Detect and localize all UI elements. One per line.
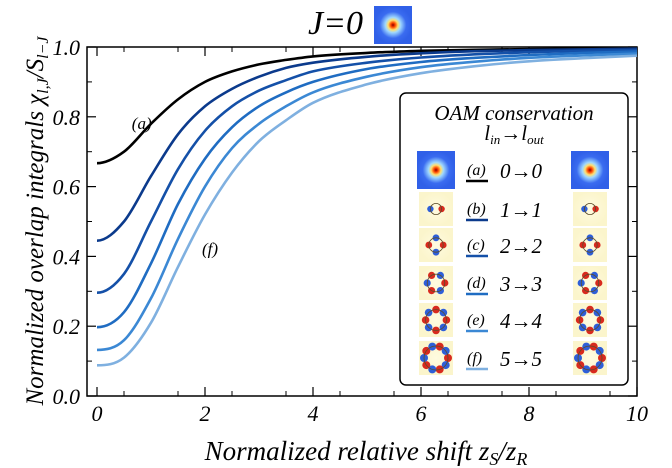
lg-mode-4-icon [419,303,453,337]
lg-mode-5-icon [573,341,607,375]
legend-entry-label: 4→4 [500,309,543,333]
lg-mode-2-icon [573,228,607,262]
legend-entry-label: 0→0 [500,159,543,183]
legend-entry-letter: (c) [467,237,485,254]
x-tick-label: 4 [308,401,319,426]
legend-entry-letter: (b) [467,201,486,218]
annotation-label: (a) [132,114,152,133]
y-axis-label: Normalized overlap integrals χl,J/Sl−J [22,36,52,407]
lg-mode-3-icon [419,266,453,300]
x-tick-label: 8 [524,401,535,426]
lg-mode-3-icon [573,266,607,300]
y-tick-label: 0.6 [53,175,81,200]
legend-entry-label: 3→3 [499,272,542,296]
x-tick-label: 0 [92,401,103,426]
legend-entry-letter: (e) [467,312,485,329]
lg-mode-4-icon [573,303,607,337]
x-tick-label: 2 [200,401,211,426]
chart-title: J=0 [308,5,363,42]
legend-entry-letter: (f) [467,350,482,367]
y-tick-label: 0.2 [53,314,81,339]
x-tick-label: 6 [416,401,427,426]
x-axis-label: Normalized relative shift zS/zR [204,436,528,468]
legend: OAM conservation lin→lout (a) 0→0(b) 1→1(c… [400,93,628,385]
y-tick-label: 0.8 [53,105,81,130]
lg-mode-5-icon [419,341,453,375]
y-tick-label: 1.0 [53,35,81,60]
lg-mode-2-icon [419,228,453,262]
y-tick-label: 0.0 [53,384,81,409]
legend-entry-letter: (d) [467,275,486,292]
lg-mode-0-icon [417,151,455,189]
legend-entry-letter: (a) [467,162,486,179]
lg-mode-1-icon [419,192,453,226]
legend-entry-label: 5→5 [500,347,542,371]
gaussian-beam-profile-icon [374,6,412,44]
y-tick-label: 0.4 [53,244,81,269]
x-tick-label: 10 [626,401,648,426]
annotation-label: (f) [202,239,218,258]
legend-entry-label: 1→1 [500,198,542,222]
chart-title-group: J=0 [308,5,412,44]
lg-mode-1-icon [573,192,607,226]
lg-mode-0-icon [571,151,609,189]
legend-entry-label: 2→2 [500,234,543,258]
